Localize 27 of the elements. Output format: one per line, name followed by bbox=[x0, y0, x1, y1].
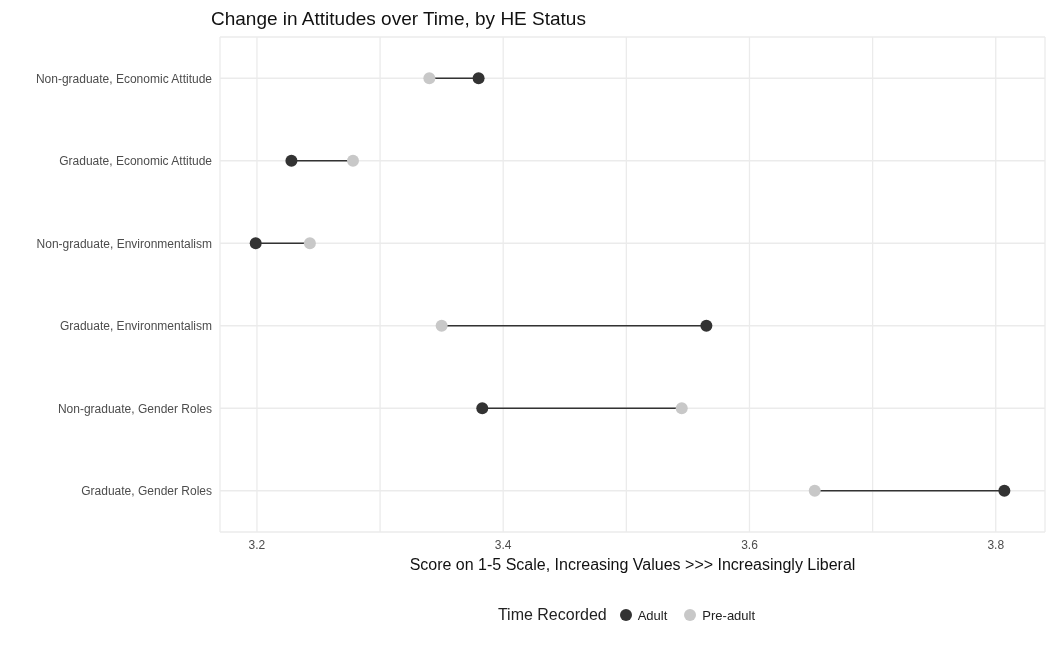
legend-label: Pre-adult bbox=[701, 607, 756, 623]
x-tick-label: 3.2 bbox=[248, 537, 266, 552]
x-tick-label: 3.8 bbox=[987, 537, 1005, 552]
y-tick-label: Non-graduate, Economic Attitude bbox=[35, 71, 213, 86]
x-tick-label: 3.4 bbox=[494, 537, 512, 552]
y-tick-label: Graduate, Gender Roles bbox=[81, 484, 212, 499]
y-tick-label: Graduate, Economic Attitude bbox=[59, 154, 213, 169]
y-tick-label: Graduate, Environmentalism bbox=[59, 319, 212, 334]
y-tick-label: Non-graduate, Gender Roles bbox=[57, 401, 212, 416]
point bbox=[998, 484, 1011, 497]
y-tick-label: Non-graduate, Environmentalism bbox=[36, 236, 212, 251]
point bbox=[249, 237, 262, 250]
point bbox=[303, 237, 316, 250]
point bbox=[476, 402, 489, 415]
point bbox=[346, 154, 359, 167]
x-axis-title: Score on 1-5 Scale, Increasing Values >>> Increasingly Liberal bbox=[409, 556, 856, 573]
point bbox=[700, 319, 713, 332]
point bbox=[808, 484, 821, 497]
point bbox=[285, 154, 298, 167]
legend-label: Adult bbox=[636, 607, 668, 623]
point bbox=[435, 319, 448, 332]
x-tick-label: 3.6 bbox=[741, 537, 759, 552]
chart-title: Change in Attitudes over Time, by HE Status bbox=[211, 8, 587, 31]
point bbox=[675, 402, 688, 415]
legend-title: Time Recorded bbox=[497, 606, 607, 624]
point bbox=[472, 72, 485, 85]
point bbox=[423, 72, 436, 85]
